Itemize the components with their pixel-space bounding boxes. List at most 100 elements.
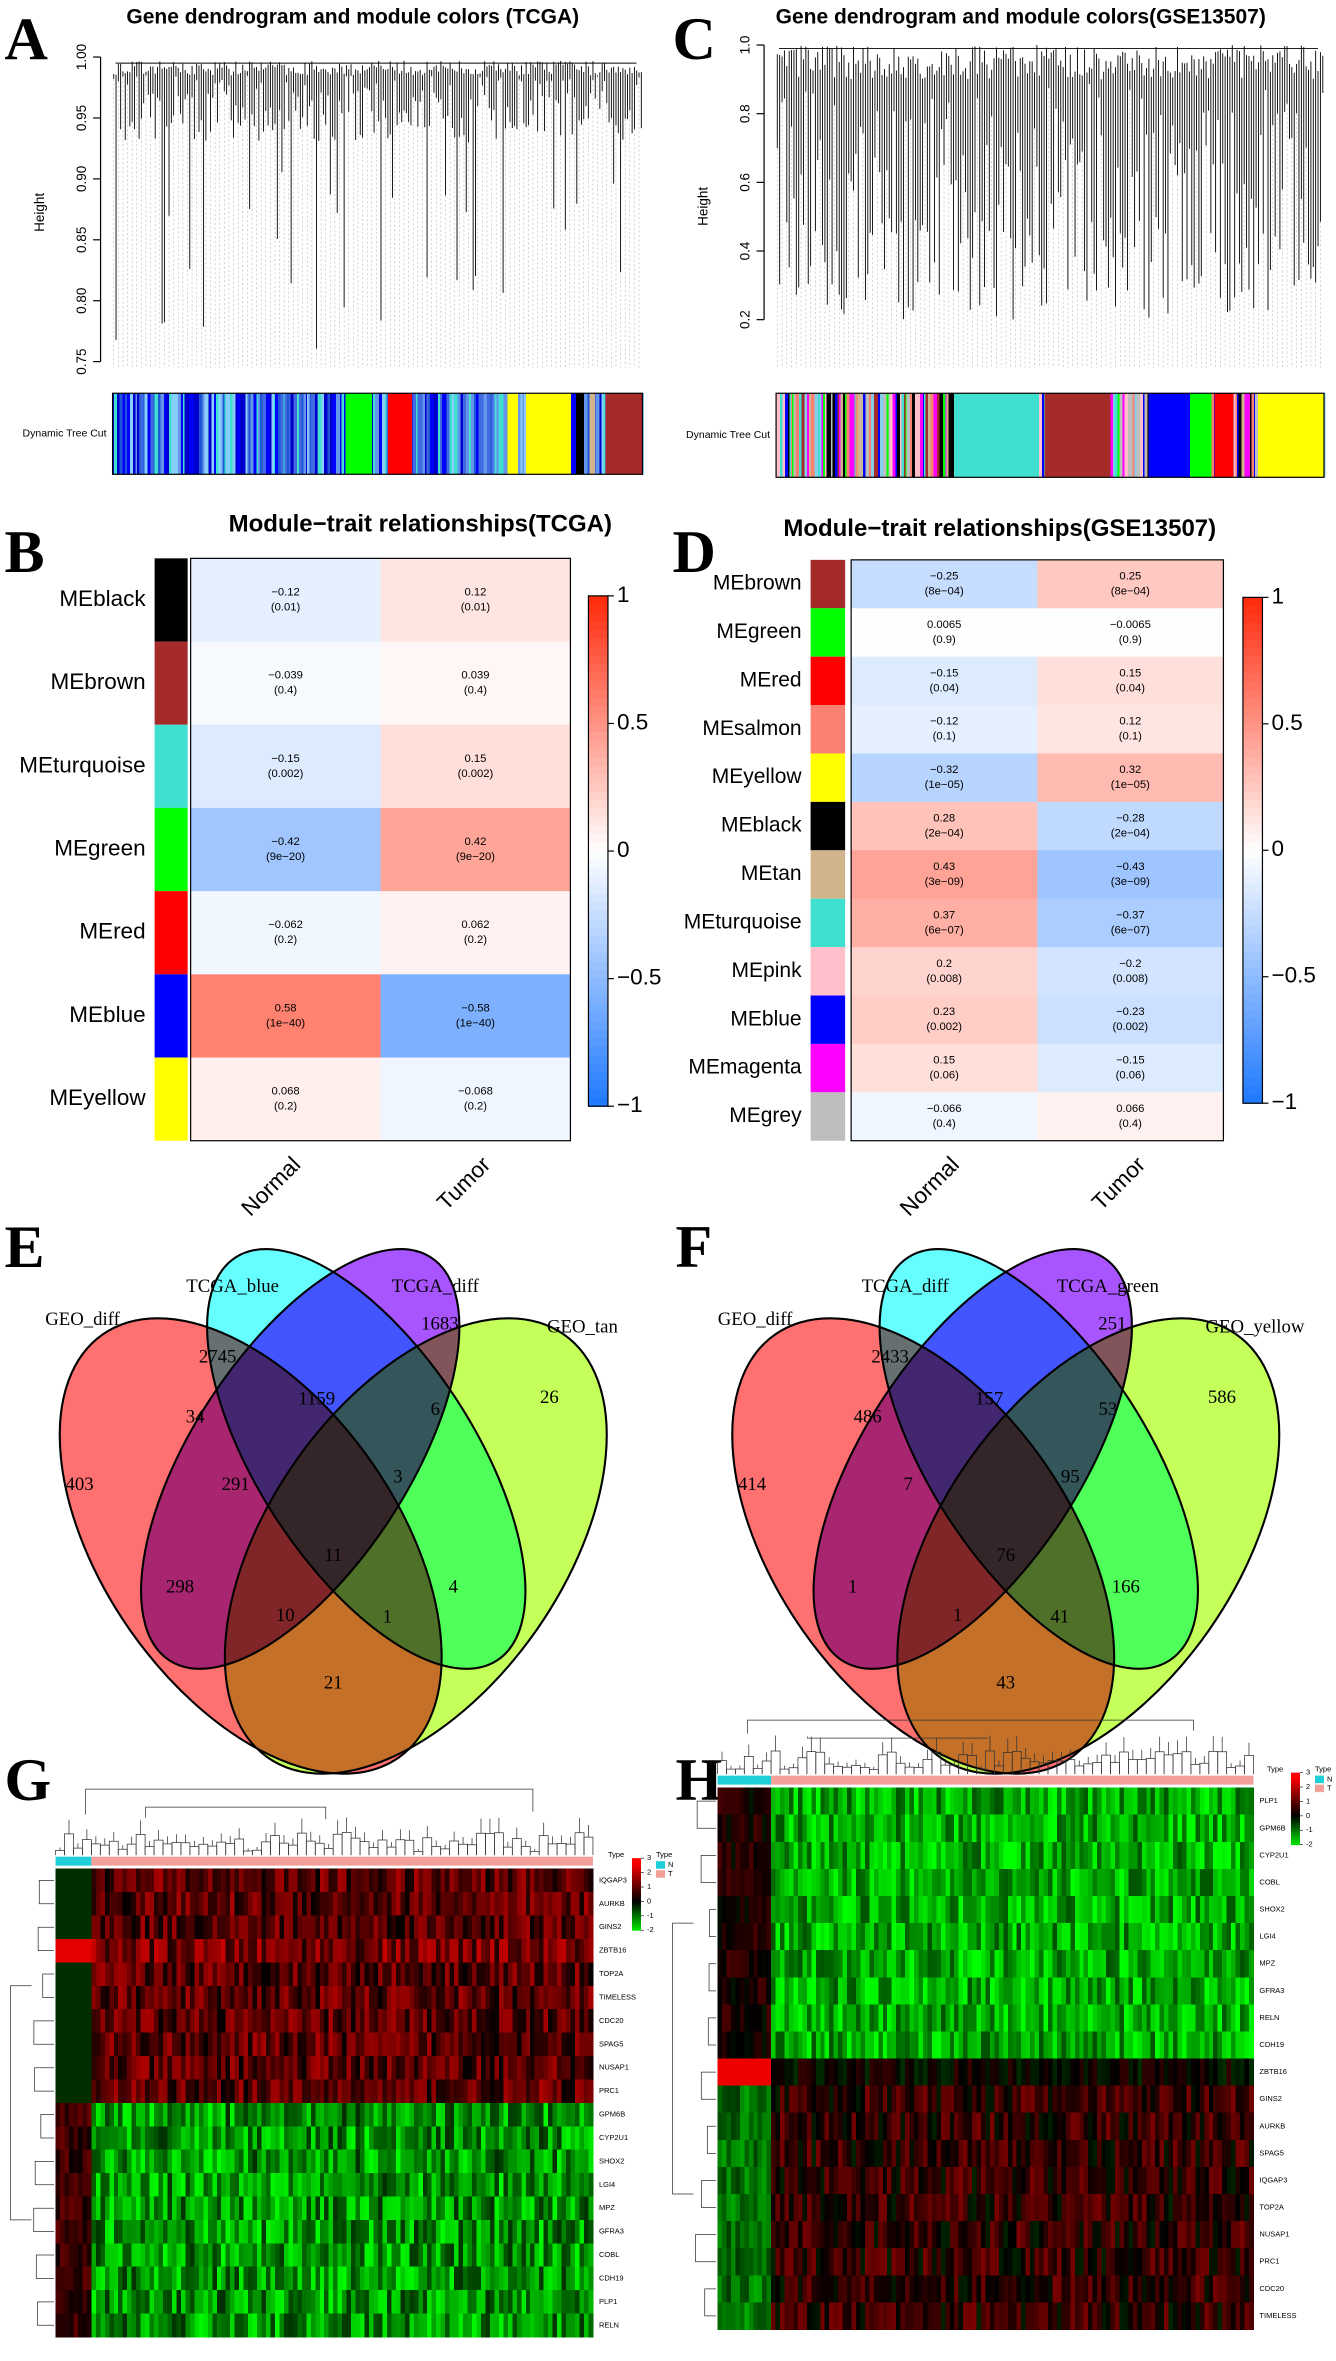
strip-segment [150, 393, 154, 475]
heat-cell [55, 1962, 61, 1987]
heat-cell [494, 1915, 500, 1940]
heat-cell [503, 1962, 509, 1987]
heat-cell [548, 1868, 554, 1893]
colorbar-label: 0 [617, 837, 630, 862]
heat-cell [1173, 1841, 1178, 1870]
heat-cell [216, 1962, 222, 1987]
heat-cell [369, 2102, 374, 2127]
heat-cell [400, 2149, 406, 2174]
row-label: MEgrey [729, 1104, 802, 1127]
heat-cell [373, 2149, 379, 2174]
strip-segment [438, 393, 441, 475]
heat-cell [355, 2173, 361, 2197]
heat-cell [243, 1938, 249, 1963]
region-count: 4 [449, 1576, 459, 1597]
dendrogram-branch [520, 1840, 531, 1856]
heat-cell [1128, 1923, 1134, 1951]
heat-cell [1137, 1814, 1143, 1843]
heat-cell [1065, 1896, 1071, 1924]
heat-cell [149, 1892, 155, 1916]
heat-cell [739, 1787, 745, 1816]
heat-cell [234, 2032, 240, 2057]
heat-cell [342, 1985, 348, 2010]
heat-cell [216, 2102, 222, 2127]
strip-segment [901, 393, 905, 478]
heat-cell [395, 2032, 401, 2057]
heat-cell [485, 1962, 491, 1987]
cell-pvalue: (1e−40) [266, 1017, 305, 1029]
heat-cell [257, 1892, 262, 1916]
heat-cell [369, 2243, 374, 2268]
heat-cell [100, 2313, 106, 2338]
heat-cell [301, 2056, 307, 2080]
heat-cell [543, 2056, 549, 2080]
heat-cell [1128, 1814, 1134, 1843]
heat-cell [463, 2032, 469, 2057]
heat-cell [382, 2009, 388, 2034]
dendrogram-branch [485, 1818, 495, 1856]
heat-cell [225, 2196, 231, 2221]
strip-segment [286, 393, 290, 475]
heat-cell [342, 2196, 348, 2221]
heat-cell [588, 2313, 594, 2338]
heat-cell [127, 2009, 133, 2034]
heat-cell [440, 2102, 446, 2127]
heat-cell [485, 2056, 491, 2080]
strip-segment [116, 393, 120, 475]
heat-cell [230, 2032, 236, 2057]
heat-cell [64, 2196, 70, 2221]
colorbar-step [1242, 791, 1263, 801]
heat-cell [1222, 1841, 1228, 1870]
heat-cell [1083, 1868, 1089, 1897]
region-count: 11 [324, 1545, 342, 1566]
heat-cell [440, 2243, 446, 2268]
heat-cell [154, 2219, 159, 2244]
legend-step [631, 1894, 641, 1898]
y-tick-label: 0.85 [74, 227, 89, 253]
heat-cell [1222, 1950, 1228, 1978]
panel-letter: F [676, 1213, 713, 1280]
heat-cell [77, 2032, 83, 2057]
heat-cell [86, 2009, 92, 2034]
heat-cell [1083, 1841, 1089, 1870]
heat-cell [391, 2149, 397, 2174]
heat-cell [324, 2266, 330, 2291]
heat-cell [86, 1938, 92, 1963]
heat-cell [82, 2102, 88, 2127]
heat-cell [176, 1985, 182, 2010]
heat-cell [512, 1938, 518, 1963]
region-count: 1683 [421, 1314, 459, 1335]
heat-cell [301, 2079, 307, 2104]
heat-cell [739, 1923, 745, 1951]
heat-cell [757, 1923, 763, 1951]
heat-cell [176, 2313, 182, 2338]
heat-cell [922, 1841, 928, 1870]
heat-cell [954, 1923, 960, 1951]
heat-cell [1204, 1923, 1210, 1951]
heat-cell [566, 2290, 572, 2315]
heat-cell [270, 2313, 276, 2338]
heat-cell [1222, 1814, 1228, 1843]
heat-cell [489, 2196, 495, 2221]
heat-cell [516, 1962, 522, 1987]
heat-cell [981, 1841, 986, 1870]
strip-segment [417, 393, 421, 475]
heat-cell [820, 1923, 826, 1951]
heat-cell [963, 1814, 969, 1843]
legend-step [631, 1860, 641, 1864]
heat-cell [539, 2173, 545, 2197]
heat-cell [949, 1923, 955, 1951]
module-swatch [810, 1092, 846, 1141]
strip-segment [468, 393, 472, 475]
heat-cell [566, 2009, 572, 2034]
heat-cell [981, 1923, 986, 1951]
heat-cell [122, 2149, 128, 2174]
heat-cell [1208, 1950, 1214, 1978]
heat-cell [163, 2032, 168, 2057]
dendrogram-branch [431, 1840, 442, 1856]
heat-cell [445, 2290, 451, 2315]
heat-cell [771, 1896, 777, 1924]
heat-cell [1173, 1787, 1178, 1816]
heat-cell [458, 2056, 464, 2080]
heat-cell [333, 2149, 339, 2174]
